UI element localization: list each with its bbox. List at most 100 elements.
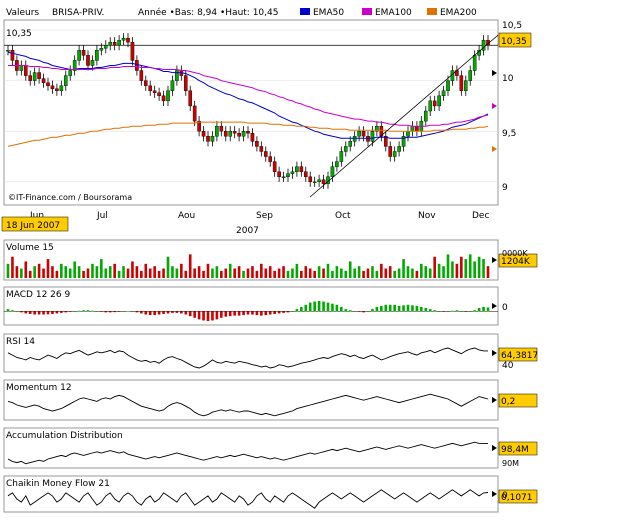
volume-bar — [393, 270, 396, 278]
volume-bar — [406, 266, 410, 278]
volume-bar — [308, 268, 312, 278]
macd-bar — [100, 311, 103, 312]
macd-bar — [348, 310, 352, 312]
volume-bar — [468, 254, 472, 278]
volume-bar — [215, 266, 219, 278]
macd-bar — [366, 311, 370, 312]
volume-bar — [91, 263, 94, 278]
candle-body — [206, 136, 210, 142]
macd-bar — [322, 301, 325, 312]
macd-bar — [344, 309, 348, 312]
volume-bar — [104, 268, 108, 278]
candle-body — [383, 136, 388, 147]
candle-body — [379, 125, 384, 137]
volume-bar — [162, 268, 165, 278]
macd-bar — [37, 311, 41, 315]
macd-bar — [33, 311, 36, 315]
candle-body — [157, 92, 161, 97]
candle-body — [277, 171, 281, 177]
indicator-marker-icon — [492, 350, 497, 356]
volume-bar — [455, 263, 459, 278]
indicator-value-box — [498, 441, 538, 456]
macd-bar — [268, 311, 272, 315]
candle-body — [183, 75, 188, 91]
macd-bar — [402, 305, 405, 312]
candle-body — [312, 181, 317, 184]
candle-body — [23, 65, 28, 76]
volume-bar — [220, 270, 223, 278]
macd-bar — [371, 309, 374, 312]
volume-bar — [184, 270, 188, 278]
macd-bar — [91, 310, 94, 312]
macd-bar — [162, 311, 165, 314]
macd-bar — [428, 309, 432, 312]
candle-body — [86, 55, 90, 66]
x-axis-month-label: Jun — [29, 211, 44, 221]
candle-body — [343, 146, 348, 152]
indicator-panel: Momentum 12 0,2 — [3, 379, 538, 421]
candle-body — [121, 37, 126, 41]
volume-bar — [375, 270, 379, 278]
macd-bar — [140, 311, 143, 314]
volume-bar — [202, 270, 205, 278]
candle-body — [139, 70, 144, 81]
candle-body — [330, 166, 335, 177]
macd-bar — [393, 304, 396, 312]
volume-bar — [255, 270, 259, 278]
price-panel-frame — [3, 19, 499, 206]
macd-bar — [468, 311, 472, 312]
candle-body — [352, 136, 357, 142]
candle-body — [308, 176, 313, 183]
volume-bar — [206, 263, 210, 278]
macd-bar — [291, 311, 294, 312]
macd-bar — [411, 305, 414, 312]
indicator-axis-label: 0000K — [502, 249, 528, 258]
candle-body — [481, 39, 486, 51]
volume-bar — [371, 266, 374, 278]
macd-bar — [131, 311, 134, 312]
macd-bar — [15, 311, 19, 312]
candle-body — [468, 70, 473, 81]
macd-bar — [188, 311, 192, 317]
volume-bar — [37, 263, 41, 278]
volume-bar — [113, 263, 116, 278]
macd-bar — [331, 303, 334, 312]
volume-bar — [251, 266, 254, 278]
volume-bar — [148, 268, 152, 278]
macd-bar — [304, 304, 308, 312]
macd-bar — [460, 311, 463, 312]
candle-body — [463, 80, 468, 91]
volume-bar — [344, 270, 348, 278]
candle-body — [28, 75, 33, 81]
macd-bar — [237, 311, 241, 316]
volume-bar — [188, 254, 192, 278]
volume-bar — [95, 266, 99, 278]
candle-body — [255, 141, 259, 147]
candle-body — [290, 171, 295, 174]
volume-bar — [224, 268, 228, 278]
volume-bar — [326, 263, 330, 278]
volume-bar — [42, 268, 45, 278]
ema200-marker-icon — [492, 146, 497, 152]
ema100-legend-label: EMA100 — [375, 8, 412, 18]
price-tick-10-5: 10,5 — [502, 21, 522, 31]
indicator-zero-label: 0 — [502, 303, 508, 313]
candle-body — [19, 65, 24, 71]
volume-bar — [260, 263, 263, 278]
volume-bar — [415, 270, 419, 278]
macd-bar — [144, 311, 148, 315]
indicator-title: MACD 12 26 9 — [6, 290, 70, 300]
macd-bar — [202, 311, 205, 321]
volume-bar — [380, 263, 383, 278]
volume-bar — [144, 263, 148, 278]
candle-body — [188, 90, 193, 107]
volume-bar — [442, 266, 445, 278]
volume-bar — [477, 256, 481, 278]
candle-body — [143, 80, 148, 86]
candle-body — [401, 136, 406, 147]
candle-body — [112, 42, 117, 46]
volume-bar — [20, 268, 23, 278]
macd-bar — [397, 305, 401, 312]
